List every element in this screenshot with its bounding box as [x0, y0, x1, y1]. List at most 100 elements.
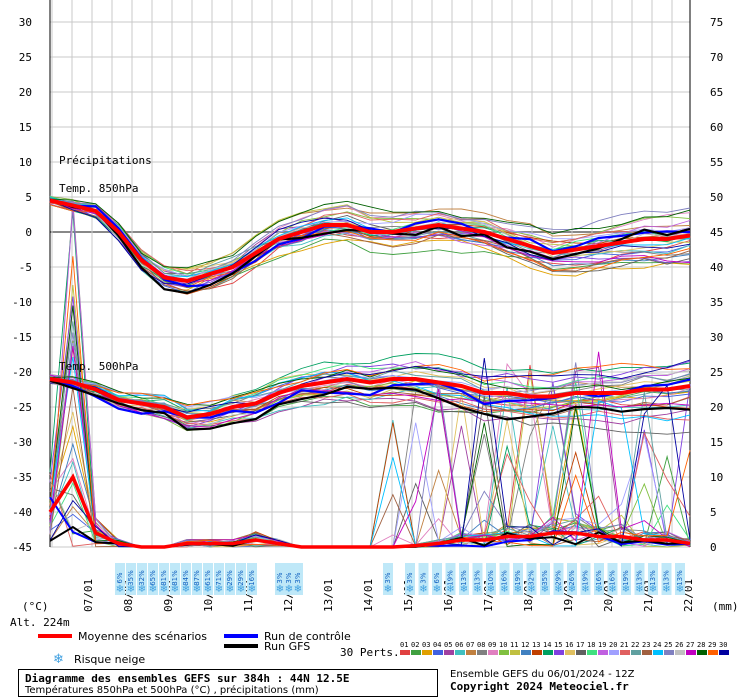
- snow-risk-label: 35%: [541, 570, 549, 586]
- right-tick-label: 65: [710, 86, 723, 99]
- snowflake-icon: ❄: [649, 584, 657, 595]
- snow-risk-label: 81%: [160, 570, 168, 586]
- snow-cell: [148, 563, 158, 595]
- snowflake-icon: ❄: [662, 584, 670, 595]
- right-tick-label: 50: [710, 191, 723, 204]
- perturbation-swatch: [598, 650, 608, 655]
- snowflake-icon: ❄: [226, 584, 234, 595]
- snow-cell: [236, 563, 246, 595]
- left-tick-label: -25: [12, 401, 32, 414]
- perturbation-swatch: [565, 650, 575, 655]
- perturbation-id: 28: [697, 641, 705, 649]
- snow-cell: [513, 563, 523, 595]
- snow-risk-label: 32%: [528, 570, 536, 586]
- left-tick-label: 30: [19, 16, 32, 29]
- perturbation-id: 21: [620, 641, 628, 649]
- right-unit: (mm): [712, 600, 739, 613]
- snowflake-icon: ❄: [182, 584, 190, 595]
- snow-cell: [383, 563, 393, 595]
- snow-cell: [567, 563, 577, 595]
- snowflake-icon: ❄: [419, 584, 427, 595]
- member-850-line: [49, 195, 691, 275]
- snow-risk-label: 13%: [460, 570, 468, 586]
- snowflake-icon: ❄: [138, 584, 146, 595]
- mean-precip-line: [48, 473, 691, 549]
- snow-cell: [137, 563, 147, 595]
- right-tick-label: 15: [710, 436, 723, 449]
- perturbation-swatch: [609, 650, 619, 655]
- snowflake-icon: ❄: [433, 584, 441, 595]
- date-tick-label: 14/01: [362, 579, 375, 612]
- snow-cell: [225, 563, 235, 595]
- perturbation-swatch: [642, 650, 652, 655]
- snow-cell: [594, 563, 604, 595]
- snowflake-icon: ❄: [676, 584, 684, 595]
- snow-risk-label: 35%: [127, 570, 135, 586]
- perturbation-id: 29: [708, 641, 716, 649]
- mean-500-line: [49, 376, 691, 420]
- snowflake-icon: ❄: [581, 584, 589, 595]
- perturbation-id: 17: [576, 641, 584, 649]
- left-tick-label: -20: [12, 366, 32, 379]
- snow-cell: [192, 563, 202, 595]
- snow-risk-label: 13%: [663, 570, 671, 586]
- snow-risk-label: 32%: [138, 570, 146, 586]
- snowflake-icon: ❄: [514, 584, 522, 595]
- perturbation-id: 07: [466, 641, 474, 649]
- perturbation-id: 10: [499, 641, 507, 649]
- member-500-line: [49, 353, 691, 412]
- snowflake-icon: ❄: [595, 584, 603, 595]
- snowflake-icon: ❄: [554, 584, 562, 595]
- t850-annotation: Temp. 850hPa: [59, 182, 138, 195]
- snowflake-icon: ❄: [160, 584, 168, 595]
- snowflake-icon: ❄: [527, 584, 535, 595]
- snowflake-icon: ❄: [460, 584, 468, 595]
- snow-cell: [580, 563, 591, 595]
- perturbation-id: 08: [477, 641, 485, 649]
- perturbation-swatch: [444, 650, 454, 655]
- snow-risk-label: 3%: [276, 572, 284, 583]
- perturbations-label: 30 Perts.: [340, 646, 400, 659]
- snow-risk-label: 13%: [636, 570, 644, 586]
- snowflake-icon: ❄: [541, 584, 549, 595]
- snow-risk-label: 16%: [595, 570, 603, 586]
- snow-cell: [247, 563, 257, 595]
- annotations: Précipitations Temp. 850hPa Temp. 500hPa: [59, 154, 152, 373]
- snow-risk-label: 19%: [582, 570, 590, 586]
- snow-risk-label: 71%: [215, 570, 223, 586]
- snow-cell: [170, 563, 180, 595]
- snow-risk-label: 3%: [384, 572, 392, 583]
- snowflake-icon: ❄: [500, 584, 508, 595]
- perturbation-swatch: [631, 650, 641, 655]
- right-tick-label: 30: [710, 331, 723, 344]
- perturbation-id: 15: [554, 641, 562, 649]
- snowflake-icon: ❄: [193, 584, 201, 595]
- snowflake-icon: ❄: [487, 584, 495, 595]
- perturbation-id: 12: [521, 641, 529, 649]
- perturbation-swatch: [422, 650, 432, 655]
- right-tick-label: 55: [710, 156, 723, 169]
- snow-cell: [214, 563, 224, 595]
- snow-cell: [472, 563, 483, 595]
- left-tick-label: 25: [19, 51, 32, 64]
- left-tick-label: 0: [25, 226, 32, 239]
- perturbation-swatch: [653, 650, 663, 655]
- mean-lines: [48, 198, 691, 549]
- altitude-label: Alt. 224m: [10, 616, 70, 629]
- snow-cell: [607, 563, 618, 595]
- perturbation-id: 25: [664, 641, 672, 649]
- perturbation-id: 20: [609, 641, 617, 649]
- legend-snow-label: Risque neige: [74, 653, 146, 666]
- info-title: Diagramme des ensembles GEFS sur 384h : …: [25, 672, 350, 685]
- snow-cell: [405, 563, 415, 595]
- snowflake-icon: ❄: [116, 584, 124, 595]
- perturbation-swatch: [543, 650, 553, 655]
- snow-cell: [126, 563, 136, 595]
- perturbation-id: 05: [444, 641, 452, 649]
- info-subtitle: Températures 850hPa et 500hPa (°C) , pré…: [25, 685, 319, 696]
- perturbation-id: 26: [675, 641, 683, 649]
- snow-risk-label: 19%: [447, 570, 455, 586]
- perturbation-swatch: [675, 650, 685, 655]
- perturbation-id: 14: [543, 641, 551, 649]
- perturbation-swatch: [620, 650, 630, 655]
